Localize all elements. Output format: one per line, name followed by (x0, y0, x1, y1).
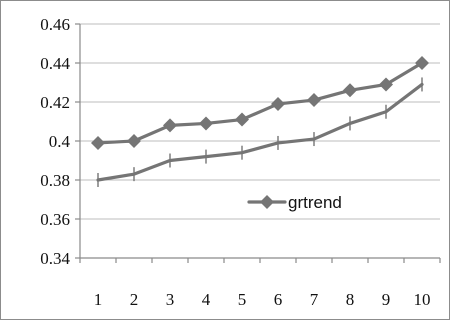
y-tick-label: 0.44 (40, 54, 70, 73)
y-tick-label: 0.4 (49, 132, 71, 151)
series-layer (91, 56, 429, 187)
series-line-grtrend (96, 61, 424, 145)
x-tick-label: 7 (310, 290, 319, 309)
x-tick-label: 5 (238, 290, 247, 309)
x-tick-label: 8 (346, 290, 355, 309)
data-point-diamond (235, 112, 249, 127)
y-tick-label: 0.36 (40, 210, 70, 229)
y-tick-label: 0.46 (40, 15, 70, 34)
x-tick-label: 4 (202, 290, 211, 309)
data-point-diamond (127, 134, 141, 148)
data-point-diamond (343, 83, 357, 98)
legend-diamond-marker (260, 195, 274, 209)
axes (75, 23, 441, 263)
y-tick-label: 0.34 (40, 249, 70, 268)
x-tick-label: 6 (274, 290, 283, 309)
data-point-diamond (379, 77, 393, 92)
data-point-diamond (163, 118, 177, 133)
data-point-diamond (91, 135, 105, 150)
y-tick-label: 0.42 (40, 93, 70, 112)
data-point-diamond (271, 96, 285, 111)
x-tick-label: 9 (382, 290, 391, 309)
x-tick-label: 2 (130, 290, 139, 309)
x-tick-label: 1 (94, 290, 103, 309)
data-point-diamond (415, 56, 429, 70)
tick-labels: 0.34 0.36 0.38 0.4 0.42 0.44 0.46 1 2 3 4 5 6 7 8 9 10 (40, 15, 430, 309)
x-tick-label: 3 (166, 290, 175, 309)
data-point-diamond (307, 93, 321, 108)
data-point-diamond (199, 116, 213, 131)
legend: grtrend (247, 193, 342, 212)
legend-label-grtrend: grtrend (288, 193, 342, 212)
y-tick-label: 0.38 (40, 171, 70, 190)
x-tick-label: 10 (414, 290, 431, 309)
series-line-series-2 (96, 82, 424, 182)
